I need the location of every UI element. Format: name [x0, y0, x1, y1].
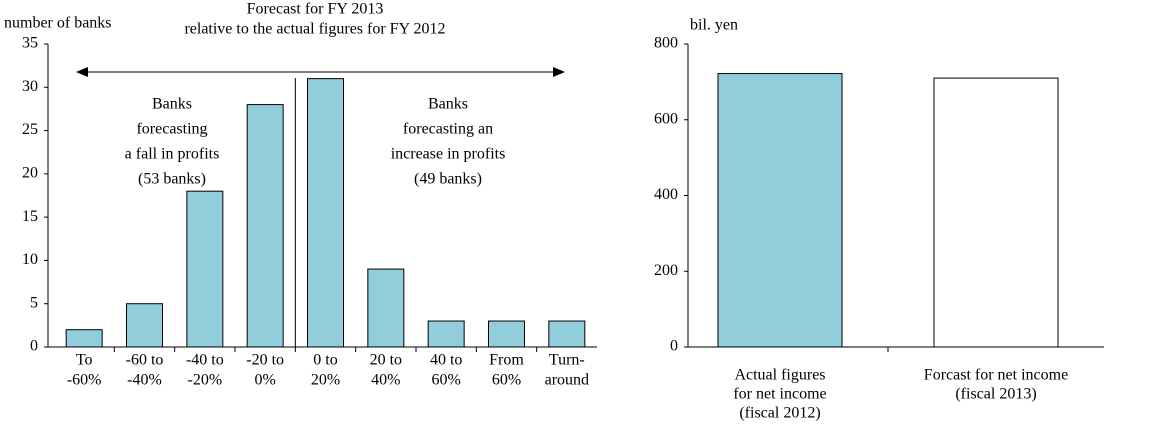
annotation: increase in profits — [391, 146, 506, 163]
y-tick-label: 5 — [30, 294, 38, 311]
x-tick-label: (fiscal 2013) — [955, 386, 1036, 403]
x-tick-label: -20 to — [246, 352, 284, 369]
x-tick-label: 40% — [371, 372, 400, 389]
bar — [246, 104, 284, 348]
x-tick-label: Forcast for net income — [924, 367, 1068, 384]
bar — [307, 78, 344, 348]
bar — [548, 320, 586, 348]
bar — [427, 320, 465, 348]
x-tick-label: -20% — [188, 372, 223, 389]
y-tick-label: 30 — [22, 78, 38, 95]
x-tick-label: 60% — [432, 372, 461, 389]
x-tick-label: Actual figures — [734, 367, 825, 384]
bar — [65, 329, 103, 348]
annotation: forecasting an — [403, 121, 493, 138]
bar — [367, 268, 405, 348]
y-tick-label: 0 — [670, 338, 678, 355]
x-tick-label: 20 to — [370, 352, 402, 369]
x-tick-label: 20% — [311, 372, 340, 389]
annotation: a fall in profits — [125, 146, 220, 163]
annotation: relative to the actual figures for FY 20… — [184, 21, 445, 38]
x-tick-label: -40 to — [186, 352, 224, 369]
x-tick-label: 40 to — [430, 352, 462, 369]
y-tick-label: 600 — [654, 110, 678, 127]
y-tick-label: 20 — [22, 165, 38, 182]
x-tick-label: Turn- — [549, 352, 585, 369]
y-tick-label: 400 — [654, 186, 678, 203]
y-tick-label: 25 — [22, 121, 38, 138]
x-tick-label: around — [545, 372, 589, 389]
x-tick-label: (fiscal 2012) — [739, 405, 820, 422]
x-tick-label: 0 to — [313, 352, 337, 369]
bar — [488, 320, 525, 348]
annotation: (49 banks) — [414, 171, 482, 188]
y-axis-label: number of banks — [4, 15, 112, 32]
y-tick-label: 200 — [654, 262, 678, 279]
y-tick-label: 0 — [30, 338, 38, 355]
x-tick-label: -60% — [67, 372, 102, 389]
bar — [126, 303, 163, 348]
annotation: forecasting — [136, 121, 207, 138]
arrow-head — [76, 67, 88, 77]
x-tick-label: -40% — [127, 372, 162, 389]
annotation: (53 banks) — [138, 171, 206, 188]
x-tick-label: 0% — [255, 372, 276, 389]
y-tick-label: 10 — [22, 251, 38, 268]
y-axis-label: bil. yen — [690, 17, 738, 34]
y-tick-label: 15 — [22, 208, 38, 225]
y-tick-label: 800 — [654, 35, 678, 52]
annotation: Forecast for FY 2013 — [247, 1, 384, 18]
bar — [933, 77, 1059, 348]
x-tick-label: for net income — [733, 386, 826, 403]
x-tick-label: From — [489, 352, 524, 369]
bar — [717, 73, 843, 348]
x-tick-label: To — [76, 352, 93, 369]
x-tick-label: 60% — [492, 372, 521, 389]
annotation: Banks — [152, 96, 192, 113]
y-tick-label: 35 — [22, 35, 38, 52]
annotation: Banks — [428, 96, 468, 113]
arrow-head — [553, 67, 565, 77]
x-tick-label: -60 to — [126, 352, 164, 369]
bar — [186, 190, 224, 348]
